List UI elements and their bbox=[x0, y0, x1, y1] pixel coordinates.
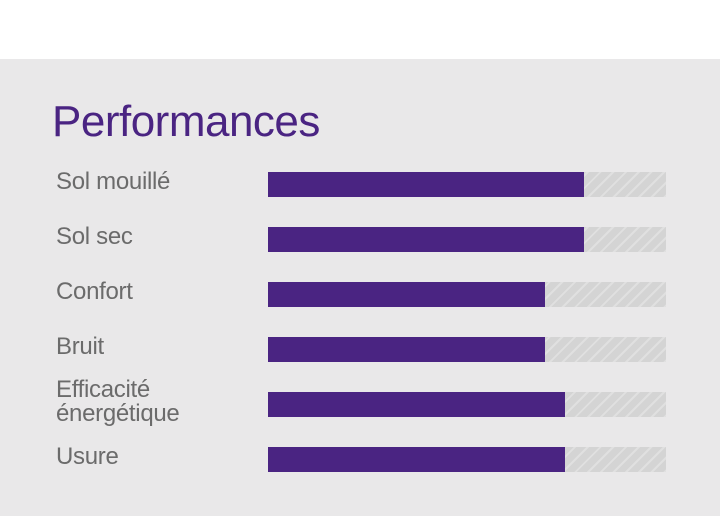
bar-label: Efficacité énergétique bbox=[56, 376, 180, 427]
bar-track bbox=[268, 337, 666, 362]
bar-track bbox=[268, 447, 666, 472]
bar-fill bbox=[268, 172, 584, 197]
bar-track bbox=[268, 392, 666, 417]
bar-fill bbox=[268, 447, 565, 472]
bar-fill bbox=[268, 227, 584, 252]
bar-label: Usure bbox=[56, 443, 119, 470]
bar-fill bbox=[268, 282, 545, 307]
bar-label: Sol sec bbox=[56, 223, 133, 250]
bar-label: Sol mouillé bbox=[56, 168, 171, 195]
bar-track bbox=[268, 282, 666, 307]
bar-fill bbox=[268, 337, 545, 362]
bar-track bbox=[268, 172, 666, 197]
bar-track bbox=[268, 227, 666, 252]
bar-label: Confort bbox=[56, 278, 133, 305]
bar-label: Bruit bbox=[56, 333, 104, 360]
chart-title: Performances bbox=[52, 97, 320, 146]
bar-fill bbox=[268, 392, 565, 417]
